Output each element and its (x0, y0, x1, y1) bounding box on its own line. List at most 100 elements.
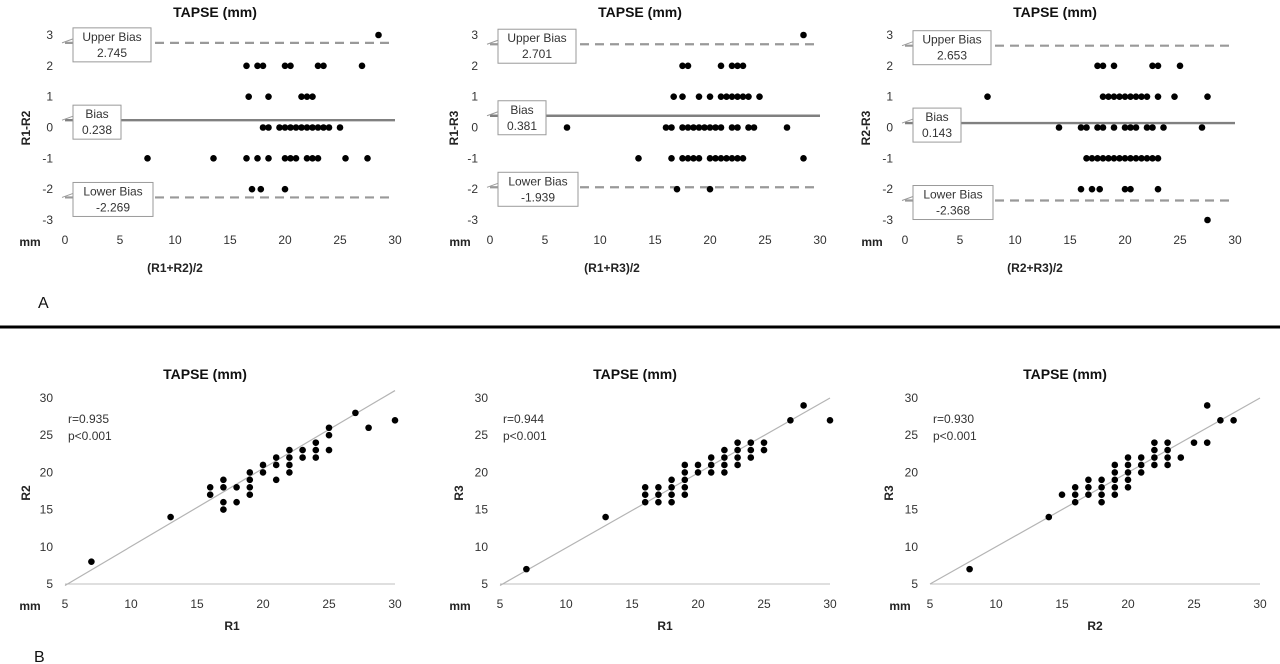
data-point (728, 124, 736, 131)
bias-callout-box (497, 100, 547, 136)
y-tick-label: -2 (467, 182, 478, 196)
y-tick-label: 0 (471, 121, 478, 135)
upper-bias-callout-value: 2.701 (522, 47, 552, 61)
y-tick-label: 10 (905, 540, 919, 554)
data-point (303, 124, 311, 131)
data-point (728, 93, 736, 100)
data-point (314, 62, 322, 70)
data-point (1111, 476, 1119, 484)
data-point (760, 446, 768, 454)
data-point (245, 93, 252, 100)
data-point (728, 62, 736, 70)
data-point (1083, 124, 1090, 131)
upper-bias-callout-label: Upper Bias (922, 33, 981, 47)
y-tick-label: 30 (475, 391, 489, 405)
y-tick-label: 25 (475, 428, 489, 442)
data-point (352, 409, 359, 417)
data-point (312, 454, 320, 461)
x-tick-label: 15 (223, 233, 237, 247)
lower-bias-callout-leader (901, 196, 914, 201)
x-tick-label: 0 (487, 233, 494, 247)
data-point (1151, 446, 1158, 454)
data-point (1143, 93, 1151, 100)
x-tick-label: 20 (691, 597, 705, 611)
data-point (721, 446, 728, 454)
unit-label: mm (449, 599, 470, 613)
data-point (681, 491, 689, 499)
y-tick-label: 20 (905, 465, 919, 479)
data-point (281, 62, 289, 70)
chart-4: TAPSE (mm) 5 10 15 20 25 30 5 10 15 20 25 30 r=0.935 p… (19, 366, 402, 633)
data-point (734, 439, 741, 446)
lower-bias-callout-leader (486, 182, 499, 188)
data-point (281, 185, 289, 193)
chart-6: TAPSE (mm) 5 10 15 20 25 30 5 10 15 20 25 30 r=0.930 p… (882, 366, 1267, 633)
data-point (299, 454, 306, 461)
data-point (1151, 439, 1158, 446)
unit-label: mm (449, 235, 470, 249)
data-point (1085, 483, 1092, 491)
data-point (303, 155, 311, 162)
data-point (309, 155, 316, 162)
data-point (717, 62, 725, 70)
x-tick-label: 20 (1118, 233, 1132, 247)
data-point (320, 62, 327, 70)
x-tick-label: 15 (648, 233, 662, 247)
upper-bias-callout-value: 2.653 (937, 49, 967, 63)
data-point (1110, 124, 1118, 131)
data-point (1099, 155, 1107, 162)
data-point (391, 417, 399, 424)
y-tick-label: 1 (886, 90, 893, 104)
data-point (712, 155, 719, 162)
x-tick-label: 10 (559, 597, 573, 611)
x-tick-label: 10 (124, 597, 138, 611)
upper-bias-callout-label: Upper Bias (507, 31, 566, 45)
data-point (259, 461, 267, 469)
data-point (298, 93, 305, 100)
data-point (1164, 461, 1171, 469)
data-point (787, 417, 794, 424)
data-point (966, 565, 973, 573)
data-point (670, 93, 677, 100)
bias-callout-box (912, 107, 962, 143)
data-point (325, 424, 333, 432)
data-point (668, 155, 675, 162)
data-point (655, 491, 662, 499)
x-tick-label: 5 (62, 597, 69, 611)
data-point (1164, 439, 1171, 446)
x-tick-label: 25 (1173, 233, 1187, 247)
data-point (246, 469, 254, 476)
data-point (364, 155, 371, 162)
bias-callout-leader (61, 115, 74, 121)
data-point (287, 155, 294, 162)
data-point (681, 461, 689, 469)
data-point (734, 93, 741, 100)
data-point (706, 185, 714, 193)
data-point (1124, 476, 1132, 484)
data-point (681, 469, 689, 476)
data-point (1198, 124, 1206, 131)
data-point (243, 62, 250, 70)
data-point (1138, 93, 1145, 100)
chart-5: TAPSE (mm) 5 10 15 20 25 30 5 10 15 20 25 30 r=0.944 p… (449, 366, 837, 633)
data-point (760, 439, 768, 446)
bias-callout-leader (901, 118, 914, 124)
data-point (1164, 446, 1171, 454)
data-point (690, 124, 697, 131)
fit-line (929, 397, 1261, 585)
data-point (206, 491, 214, 499)
data-point (684, 155, 692, 162)
data-point (1138, 155, 1145, 162)
data-point (679, 155, 686, 162)
y-tick-label: 25 (905, 428, 919, 442)
data-point (1071, 498, 1079, 506)
data-point (684, 62, 692, 70)
data-point (1111, 491, 1119, 499)
x-tick-label: 15 (1063, 233, 1077, 247)
data-point (287, 124, 294, 131)
data-point (1137, 454, 1145, 461)
data-point (312, 446, 320, 454)
data-point (220, 498, 227, 506)
